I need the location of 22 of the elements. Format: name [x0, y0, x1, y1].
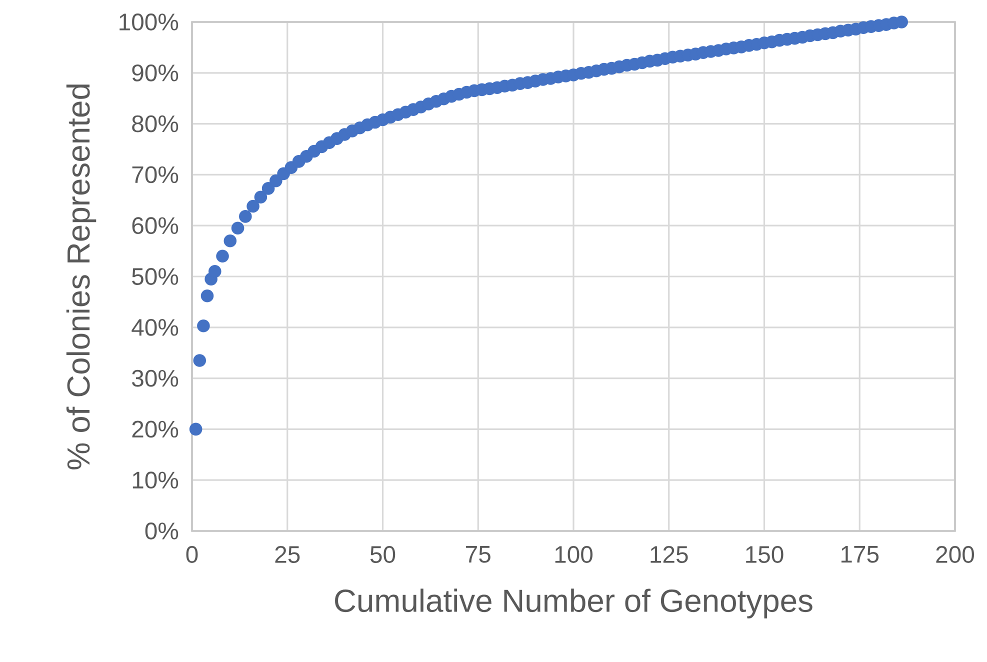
x-tick-label: 0: [186, 546, 198, 563]
y-tick-label: 0%: [145, 522, 178, 540]
x-tick-label: 125: [650, 546, 688, 563]
y-tick-label: 60%: [132, 217, 178, 234]
y-axis-title: % of Colonies Represented: [66, 84, 96, 470]
x-axis-title: Cumulative Number of Genotypes: [335, 588, 812, 618]
x-tick-label: 175: [841, 546, 879, 563]
y-tick-label: 50%: [132, 268, 178, 285]
y-tick-label: 20%: [132, 420, 178, 438]
y-tick-label: 10%: [132, 472, 178, 489]
y-tick-label: 90%: [132, 64, 178, 82]
x-tick-label: 25: [275, 546, 300, 563]
y-tick-label: 80%: [132, 115, 178, 132]
y-tick-label: 30%: [132, 370, 178, 387]
y-tick-label: 100%: [120, 14, 178, 30]
x-tick-label: 200: [936, 546, 974, 563]
x-tick-label: 50: [370, 546, 396, 563]
x-tick-label: 75: [466, 546, 490, 563]
y-tick-label: 70%: [132, 166, 178, 184]
x-tick-label: 150: [746, 546, 784, 563]
y-tick-label: 40%: [132, 318, 178, 336]
x-tick-label: 100: [555, 546, 593, 563]
